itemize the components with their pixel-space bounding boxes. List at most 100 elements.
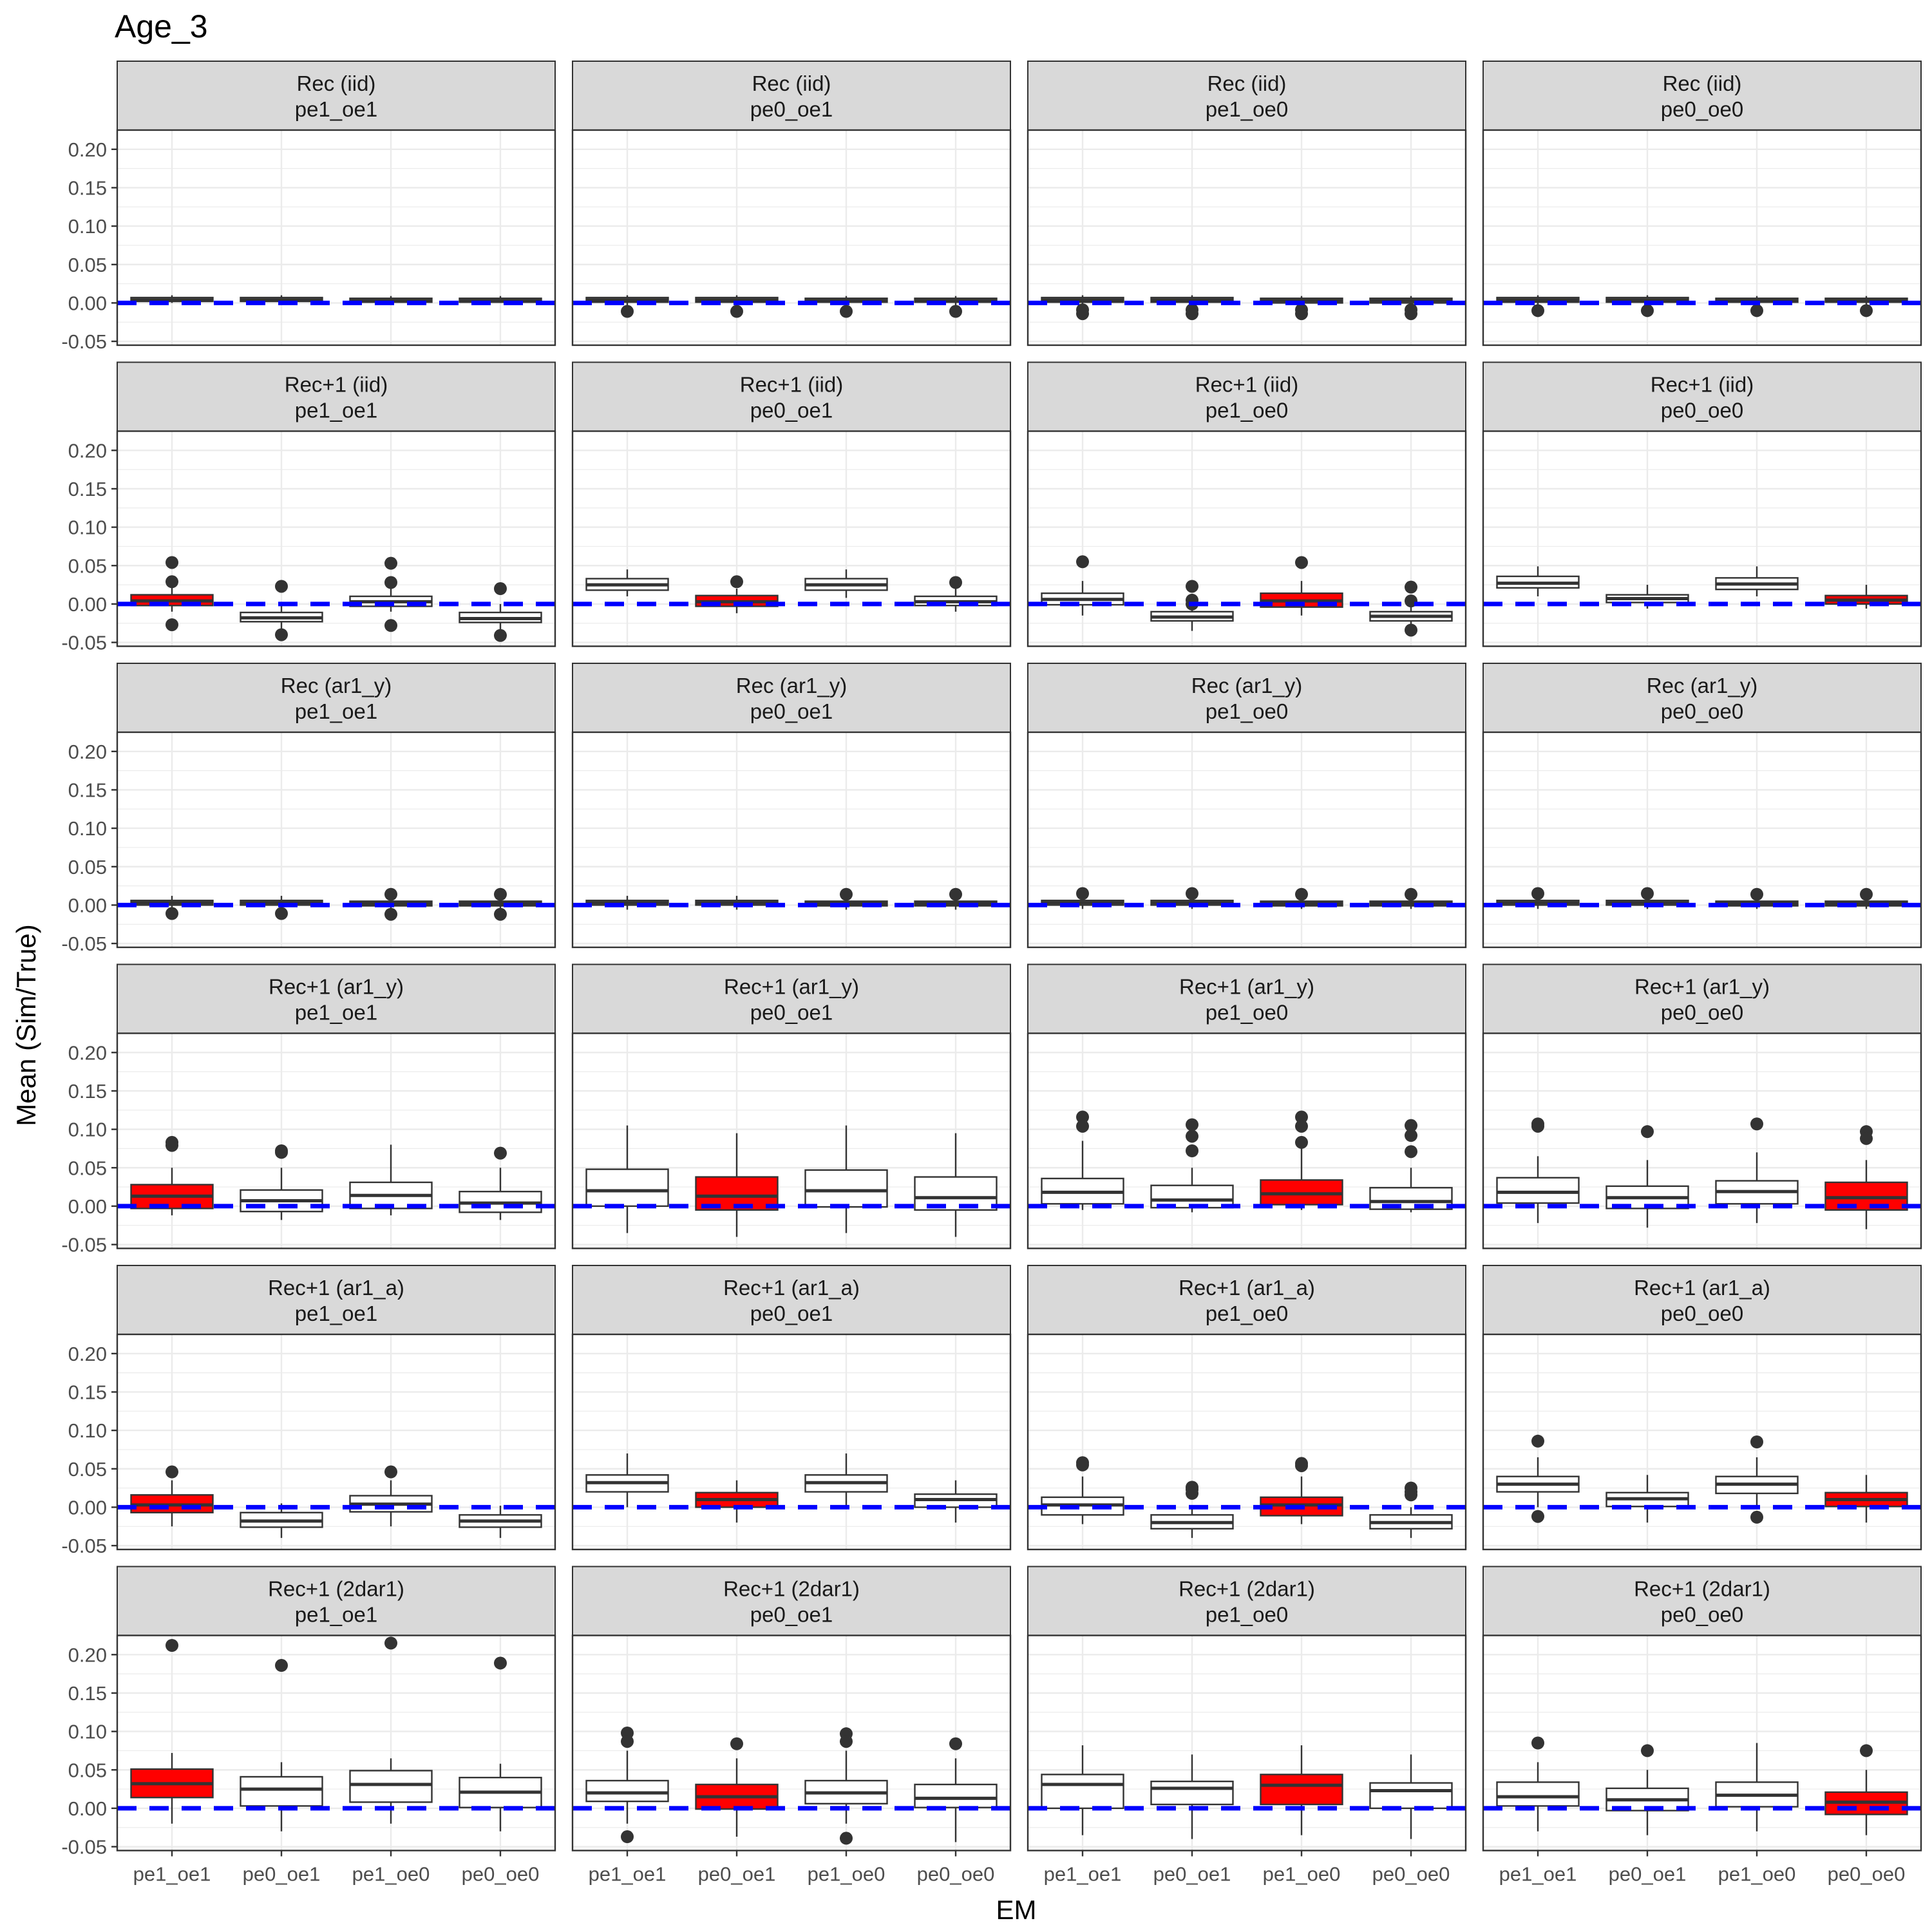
outlier-point xyxy=(275,907,288,920)
outlier-point xyxy=(494,887,507,901)
facet-strip-label-model: Rec (ar1_y) xyxy=(1647,674,1757,697)
facet-strip-label-model: Rec (iid) xyxy=(1663,71,1742,95)
facet-panel: Rec+1 (iid)pe1_oe1 -0.05 0.00 0.05 0.10 0.15 0… xyxy=(61,361,556,654)
boxplot-pe1_oe1 xyxy=(1041,1456,1124,1524)
y-tick-label: 0.00 xyxy=(68,1496,107,1519)
facet-strip-label-model: Rec+1 (ar1_a) xyxy=(1179,1276,1315,1300)
facet-strip-label-om: pe0_oe0 xyxy=(1661,97,1743,121)
boxplot-pe1_oe1 xyxy=(130,896,214,920)
outlier-point xyxy=(1405,1129,1417,1142)
box-iqr xyxy=(349,1770,433,1803)
outlier-point xyxy=(840,887,853,901)
y-tick-label: -0.05 xyxy=(61,330,107,353)
facet-panel: Rec+1 (ar1_y)pe1_oe1 -0.05 0.00 0.05 0.10 0.1… xyxy=(61,963,556,1256)
y-tick-label: 0.05 xyxy=(68,1157,107,1179)
boxplot-pe0_oe0 xyxy=(459,1146,542,1220)
x-tick-label: pe1_oe1 xyxy=(589,1863,667,1886)
outlier-point xyxy=(384,619,397,632)
outlier-point xyxy=(1750,1117,1763,1131)
boxplot-pe1_oe1 xyxy=(1496,1434,1580,1523)
outlier-point xyxy=(1076,307,1089,321)
facet-strip-label-model: Rec+1 (2dar1) xyxy=(1179,1577,1315,1601)
plot-background xyxy=(573,130,1010,345)
facet-strip xyxy=(1027,663,1466,733)
facet-strip xyxy=(1027,1566,1466,1636)
facet-panel: Rec (iid)pe0_oe0 xyxy=(1482,61,1922,346)
y-tick-label: 0.10 xyxy=(68,1119,107,1141)
plot-background xyxy=(117,431,555,647)
y-tick-label: 0.15 xyxy=(68,478,107,500)
facet-strip xyxy=(572,1265,1011,1335)
facet-panel: Rec (ar1_y)pe0_oe1 xyxy=(571,663,1012,949)
outlier-point xyxy=(621,1830,634,1844)
y-tick-label: 0.15 xyxy=(68,1682,107,1705)
panel-border xyxy=(1482,129,1922,346)
facet-strip xyxy=(1027,61,1466,131)
boxplot-pe1_oe1 xyxy=(1041,887,1124,909)
panel-border xyxy=(1482,1634,1922,1852)
facet-strip-label-om: pe1_oe1 xyxy=(295,1302,377,1325)
facet-panel: Rec+1 (ar1_a)pe1_oe0 xyxy=(1027,1265,1467,1551)
outlier-point xyxy=(949,576,962,589)
plot-background xyxy=(1028,1635,1466,1851)
facet-strip-label-model: Rec+1 (iid) xyxy=(1195,373,1298,397)
facet-strip-label-om: pe1_oe0 xyxy=(1206,1603,1288,1627)
outlier-point xyxy=(384,1465,397,1479)
outlier-point xyxy=(275,1146,288,1159)
facet-strip-label-om: pe1_oe0 xyxy=(1206,399,1288,422)
outlier-point xyxy=(275,580,288,593)
panel-border xyxy=(116,731,556,949)
outlier-point xyxy=(494,582,507,596)
facet-strip-label-model: Rec+1 (ar1_a) xyxy=(1634,1276,1770,1300)
facet-strip xyxy=(117,361,556,432)
outlier-point xyxy=(1186,887,1198,900)
boxplot-pe1_oe1 xyxy=(585,295,669,318)
plot-background xyxy=(117,732,555,947)
panel-border xyxy=(571,1634,1012,1852)
facet-panel: Rec+1 (iid)pe0_oe1 xyxy=(571,361,1012,647)
boxplot-pe0_oe1 xyxy=(240,1503,323,1539)
facet-strip xyxy=(1482,361,1922,432)
facet-strip-label-om: pe1_oe1 xyxy=(295,97,377,121)
panel-border xyxy=(1027,1634,1467,1852)
x-tick-label: pe0_oe0 xyxy=(462,1863,540,1886)
boxplot-pe0_oe0 xyxy=(1824,296,1908,317)
outlier-point xyxy=(1641,887,1654,900)
boxplot-pe1_oe1 xyxy=(130,1465,214,1527)
facet-strip-label-om: pe0_oe1 xyxy=(750,1001,833,1025)
plot-background xyxy=(573,1033,1010,1249)
facet-panel: Rec+1 (2dar1)pe1_oe1-0.050.000.050.100.1… xyxy=(61,1566,556,1886)
facet-panel: Rec (ar1_y)pe1_oe1 -0.05 0.00 0.05 0.10 0.15 0… xyxy=(61,663,556,955)
box-iqr xyxy=(1041,1774,1124,1810)
outlier-point xyxy=(1750,887,1763,901)
y-tick-label: 0.20 xyxy=(68,1041,107,1064)
outlier-point xyxy=(384,556,397,570)
y-tick-label: 0.00 xyxy=(68,593,107,616)
plot-background xyxy=(573,1635,1010,1851)
y-tick-label: 0.20 xyxy=(68,138,107,161)
boxplot-pe0_oe1 xyxy=(1150,1481,1234,1539)
facet-strip-label-om: pe0_oe1 xyxy=(750,399,833,422)
facet-strip xyxy=(117,1265,556,1335)
facet-strip-label-model: Rec+1 (ar1_y) xyxy=(1179,975,1314,999)
facet-panel: Rec+1 (ar1_a)pe0_oe1 xyxy=(571,1265,1012,1551)
facet-strip-label-model: Rec (iid) xyxy=(752,71,831,95)
plot-background xyxy=(1483,431,1921,647)
outlier-point xyxy=(1295,556,1308,569)
panel-border xyxy=(116,129,556,346)
x-tick-label: pe0_oe1 xyxy=(243,1863,321,1886)
boxplot-pe1_oe1 xyxy=(1496,1117,1580,1224)
outlier-point xyxy=(1405,623,1417,637)
facet-strip-label-model: Rec (iid) xyxy=(297,71,376,95)
plot-background xyxy=(573,1334,1010,1549)
panel-border xyxy=(1027,430,1467,647)
plot-background xyxy=(1483,1033,1921,1249)
panel-border xyxy=(116,1032,556,1249)
panel-border xyxy=(116,1634,556,1852)
y-axis-title: Mean (Sim/True) xyxy=(11,924,41,1126)
outlier-point xyxy=(1750,1510,1763,1524)
boxplot-pe1_oe1 xyxy=(1041,1110,1124,1210)
panel-border xyxy=(571,1333,1012,1551)
plot-background xyxy=(117,1334,555,1549)
